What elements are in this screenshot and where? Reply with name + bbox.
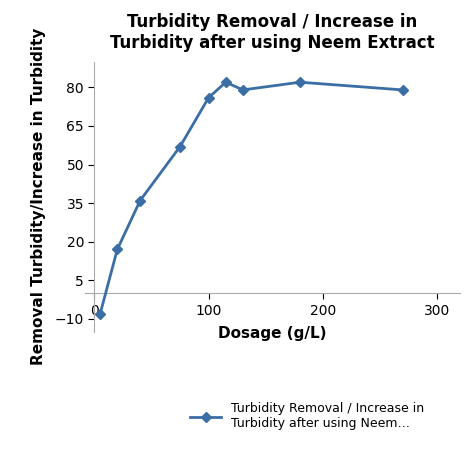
Y-axis label: Removal Turbidity/Increase in Turbidity: Removal Turbidity/Increase in Turbidity bbox=[31, 28, 46, 365]
Legend: Turbidity Removal / Increase in
Turbidity after using Neem…: Turbidity Removal / Increase in Turbidit… bbox=[185, 398, 429, 436]
X-axis label: Dosage (g/L): Dosage (g/L) bbox=[219, 326, 327, 341]
Title: Turbidity Removal / Increase in
Turbidity after using Neem Extract: Turbidity Removal / Increase in Turbidit… bbox=[110, 13, 435, 52]
